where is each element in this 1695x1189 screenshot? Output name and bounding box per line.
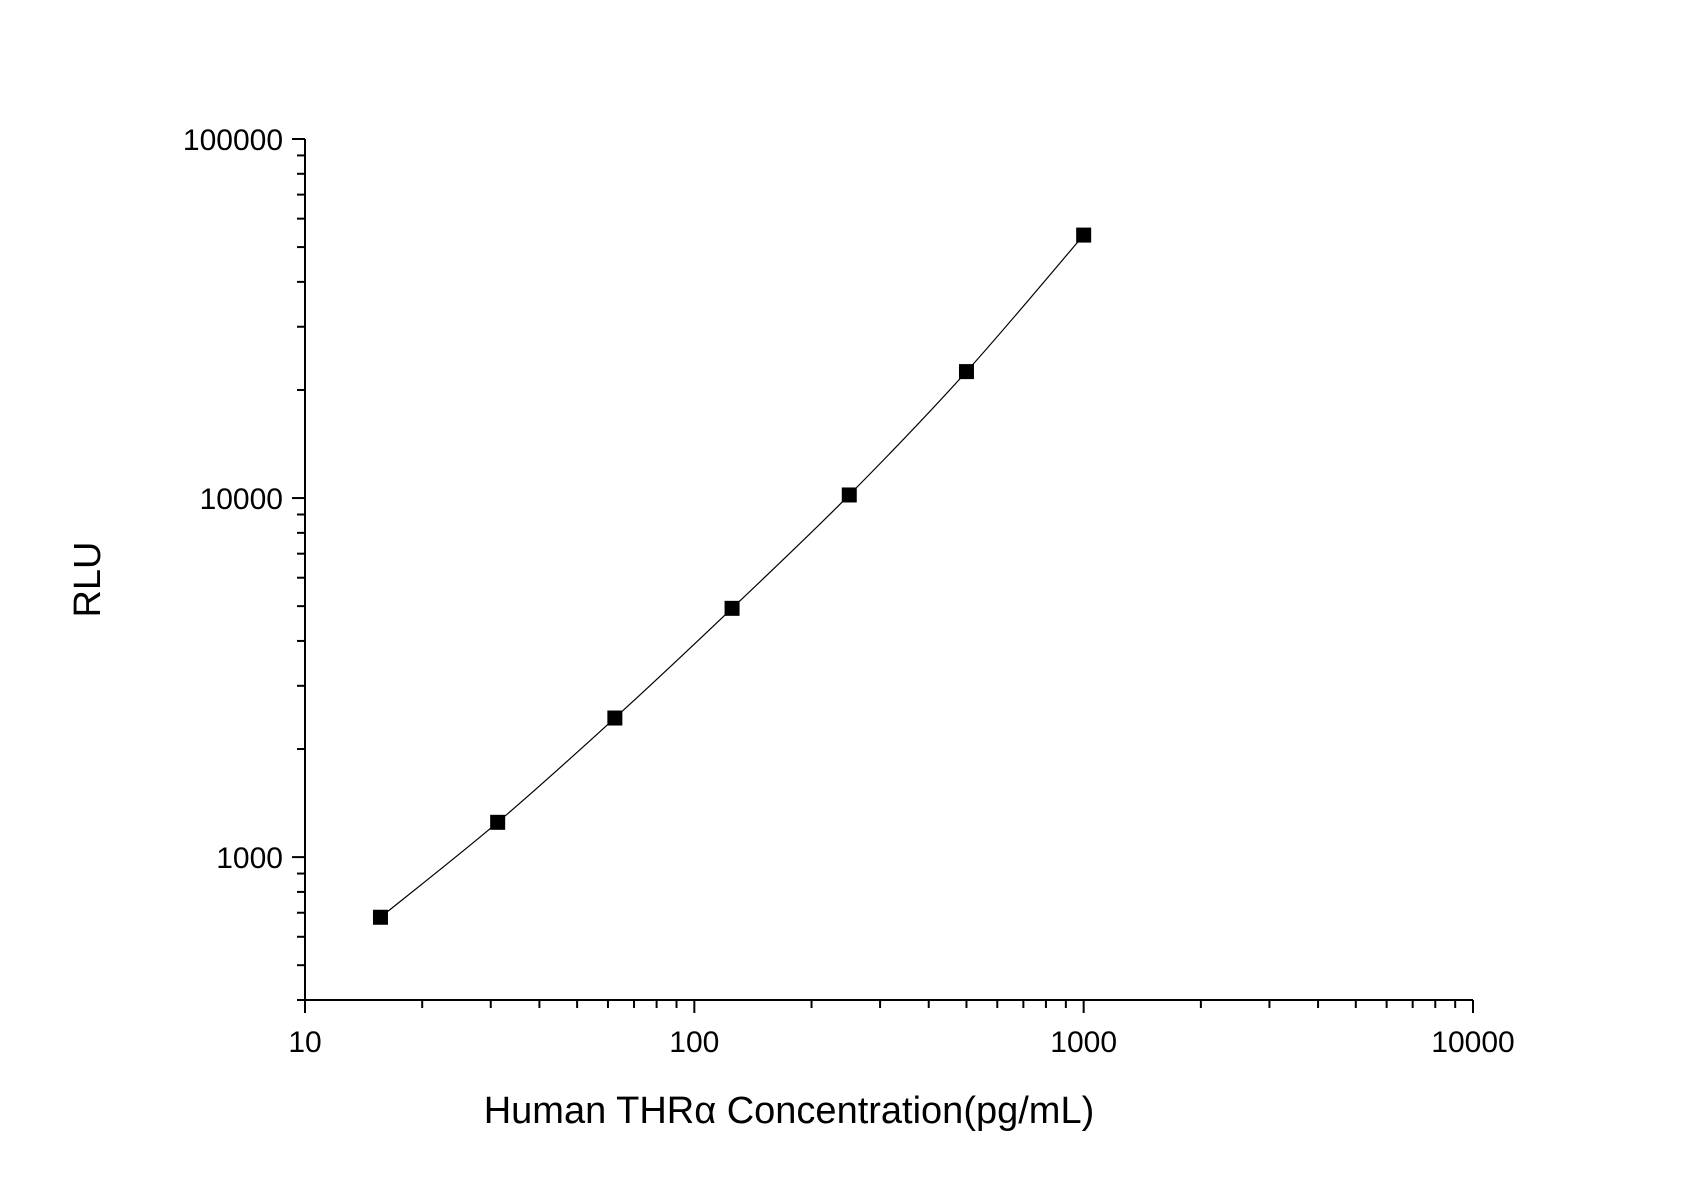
x-tick-labels: 10 100 1000 10000: [288, 1026, 1514, 1059]
data-point: [490, 814, 506, 830]
x-tick-label: 10: [288, 1026, 321, 1059]
y-axis-title: RLU: [67, 541, 109, 617]
y-tick-label: 10000: [200, 483, 283, 516]
data-points: [372, 227, 1092, 925]
x-tick-label: 10000: [1431, 1026, 1514, 1059]
x-tick-label: 100: [669, 1026, 719, 1059]
axes: [292, 138, 1474, 1013]
x-tick-label: 1000: [1050, 1026, 1117, 1059]
data-point: [841, 487, 857, 503]
fit-curve: [380, 234, 1085, 918]
y-tick-label: 1000: [216, 842, 283, 875]
fit-curve-group: [380, 234, 1085, 918]
data-point: [724, 600, 740, 616]
data-point: [607, 710, 623, 726]
data-point: [1076, 227, 1092, 243]
data-point: [958, 364, 974, 380]
y-tick-label: 100000: [183, 124, 283, 157]
x-axis-title: Human THRα Concentration(pg/mL): [484, 1090, 1095, 1132]
y-tick-labels: 1000 10000 100000: [183, 124, 283, 875]
data-point: [372, 909, 388, 925]
